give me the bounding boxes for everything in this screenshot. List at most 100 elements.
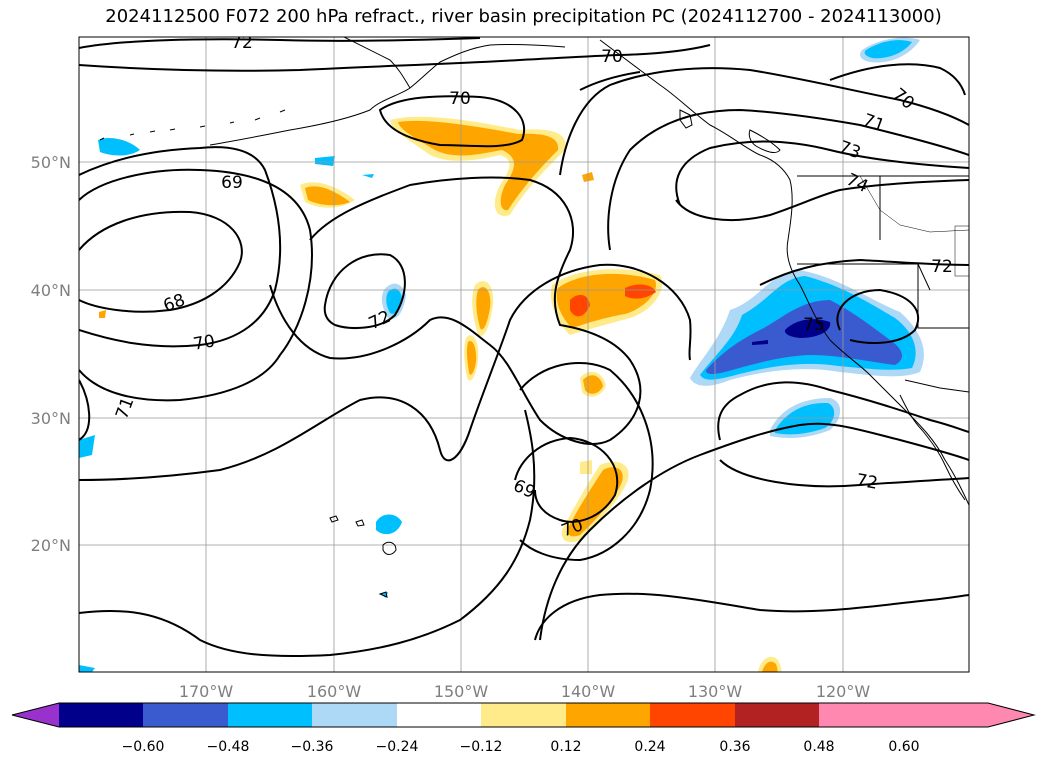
positive-anomaly-region bbox=[476, 287, 491, 330]
contour-south-bottom bbox=[534, 592, 969, 641]
colorbar-segment bbox=[143, 703, 228, 727]
colorbar-segment bbox=[59, 703, 144, 727]
negative-anomaly-region bbox=[79, 665, 95, 672]
colorbar-segment bbox=[735, 703, 820, 727]
aleutian-islands bbox=[99, 109, 286, 141]
contour-73-ne bbox=[675, 140, 969, 206]
colorbar-extend-max bbox=[904, 703, 1034, 727]
colorbar-tick-label: −0.48 bbox=[207, 739, 250, 755]
positive-anomaly-region bbox=[567, 467, 623, 537]
colorbar-tick-label: −0.60 bbox=[122, 739, 165, 755]
contour-72-top bbox=[79, 37, 481, 49]
colorbar: −0.60 −0.48 −0.36 −0.24 −0.12 0.12 0.24 … bbox=[11, 702, 1036, 755]
negative-anomaly-region bbox=[79, 435, 95, 458]
contour-ne-70b bbox=[579, 71, 641, 91]
graticule bbox=[79, 37, 969, 672]
negative-anomaly-region bbox=[376, 514, 402, 535]
lon-tick-label: 120°W bbox=[816, 682, 871, 701]
contour-label: 69 bbox=[221, 173, 243, 193]
colorbar-segment bbox=[397, 703, 482, 727]
refractivity-contours bbox=[79, 37, 969, 658]
lon-tick-label: 140°W bbox=[561, 682, 616, 701]
lat-tick-label: 40°N bbox=[31, 281, 71, 300]
positive-anomaly-region bbox=[99, 310, 106, 318]
colorbar-segment bbox=[650, 703, 735, 727]
colorbar-tick-label: 0.12 bbox=[550, 739, 581, 755]
positive-anomaly-region bbox=[762, 661, 778, 672]
positive-anomaly-region bbox=[466, 340, 477, 375]
contour-label: 72 bbox=[231, 33, 253, 53]
contour-south-big bbox=[79, 409, 536, 658]
lon-tick-label: 150°W bbox=[434, 682, 489, 701]
colorbar-segment bbox=[312, 703, 397, 727]
state-borders bbox=[797, 176, 969, 329]
contour-68-closed bbox=[79, 210, 243, 313]
contour-left-71 bbox=[79, 379, 91, 441]
contour-70-closed bbox=[378, 95, 526, 148]
contour-label: 72 bbox=[931, 257, 953, 277]
negative-anomaly-region bbox=[98, 138, 140, 156]
colorbar-tick-label: 0.36 bbox=[719, 739, 750, 755]
contour-label: 75 bbox=[803, 315, 825, 335]
colorbar-segment bbox=[481, 703, 566, 727]
contour-75-ne bbox=[836, 288, 920, 344]
contour-71-left bbox=[79, 263, 692, 481]
negative-anomaly-region bbox=[362, 174, 374, 178]
colorbar-tick-label: 0.48 bbox=[803, 739, 834, 755]
contour-74-ne bbox=[675, 179, 969, 221]
negative-anomaly-region bbox=[315, 156, 335, 166]
lat-tick-label: 20°N bbox=[31, 536, 71, 555]
colorbar-segment bbox=[566, 703, 651, 727]
positive-anomaly-region bbox=[580, 460, 592, 474]
alaska-coastline bbox=[209, 37, 566, 146]
contour-72-ne bbox=[759, 258, 969, 286]
negative-anomaly-region bbox=[752, 340, 768, 345]
colorbar-outline bbox=[11, 702, 1036, 728]
colorbar-segment bbox=[228, 703, 313, 727]
lon-tick-label: 170°W bbox=[179, 682, 234, 701]
map-title: 2024112500 F072 200 hPa refract., river … bbox=[105, 6, 942, 27]
negative-anomaly-region bbox=[864, 40, 912, 59]
contour-label: 70 bbox=[449, 89, 471, 109]
colorbar-tick-label: 0.24 bbox=[634, 739, 665, 755]
lat-tick-label: 50°N bbox=[31, 153, 71, 172]
contour-70-left bbox=[79, 146, 282, 348]
political-borders bbox=[797, 175, 969, 393]
contour-69-outer bbox=[79, 168, 313, 402]
colorbar-extend-min bbox=[12, 703, 59, 727]
positive-anomaly-region bbox=[570, 294, 590, 317]
contour-70-ne bbox=[559, 67, 969, 176]
lon-tick-label: 130°W bbox=[688, 682, 743, 701]
thin-borders bbox=[859, 175, 969, 277]
colorbar-tick-label: 0.60 bbox=[888, 739, 919, 755]
positive-anomaly-region bbox=[305, 186, 350, 206]
contour-72-far-south bbox=[719, 459, 969, 488]
contour-70-top bbox=[79, 44, 711, 72]
negative-anomaly-region bbox=[784, 319, 831, 338]
lat-tick-label: 30°N bbox=[31, 409, 71, 428]
longitude-labels: 170°W 160°W 150°W 140°W 130°W 120°W bbox=[179, 682, 871, 701]
contour-label: 70 bbox=[601, 47, 623, 67]
contour-72-mid bbox=[269, 176, 642, 445]
contour-label: 70 bbox=[192, 331, 217, 354]
positive-anomaly-region bbox=[398, 120, 559, 211]
vancouver-island bbox=[748, 129, 781, 154]
contour-72-closed bbox=[323, 253, 406, 329]
contour-72-east bbox=[717, 381, 969, 441]
positive-anomaly-region bbox=[625, 284, 656, 299]
contour-70-far-ne bbox=[829, 63, 966, 96]
colorbar-tick-label: −0.12 bbox=[460, 739, 503, 755]
negative-anomaly-region bbox=[386, 288, 402, 314]
latitude-labels: 50°N 40°N 30°N 20°N bbox=[31, 153, 71, 555]
us-mexico-border bbox=[904, 379, 969, 393]
hawaiian-islands bbox=[329, 515, 397, 598]
map-frame bbox=[78, 36, 970, 673]
contour-label: 72 bbox=[854, 470, 879, 493]
colorbar-segment bbox=[819, 703, 905, 727]
contour-71-east bbox=[539, 422, 969, 641]
contour-69-south bbox=[514, 436, 619, 523]
lon-tick-label: 160°W bbox=[307, 682, 362, 701]
colorbar-tick-label: −0.36 bbox=[291, 739, 334, 755]
colorbar-tick-label: −0.24 bbox=[376, 739, 419, 755]
